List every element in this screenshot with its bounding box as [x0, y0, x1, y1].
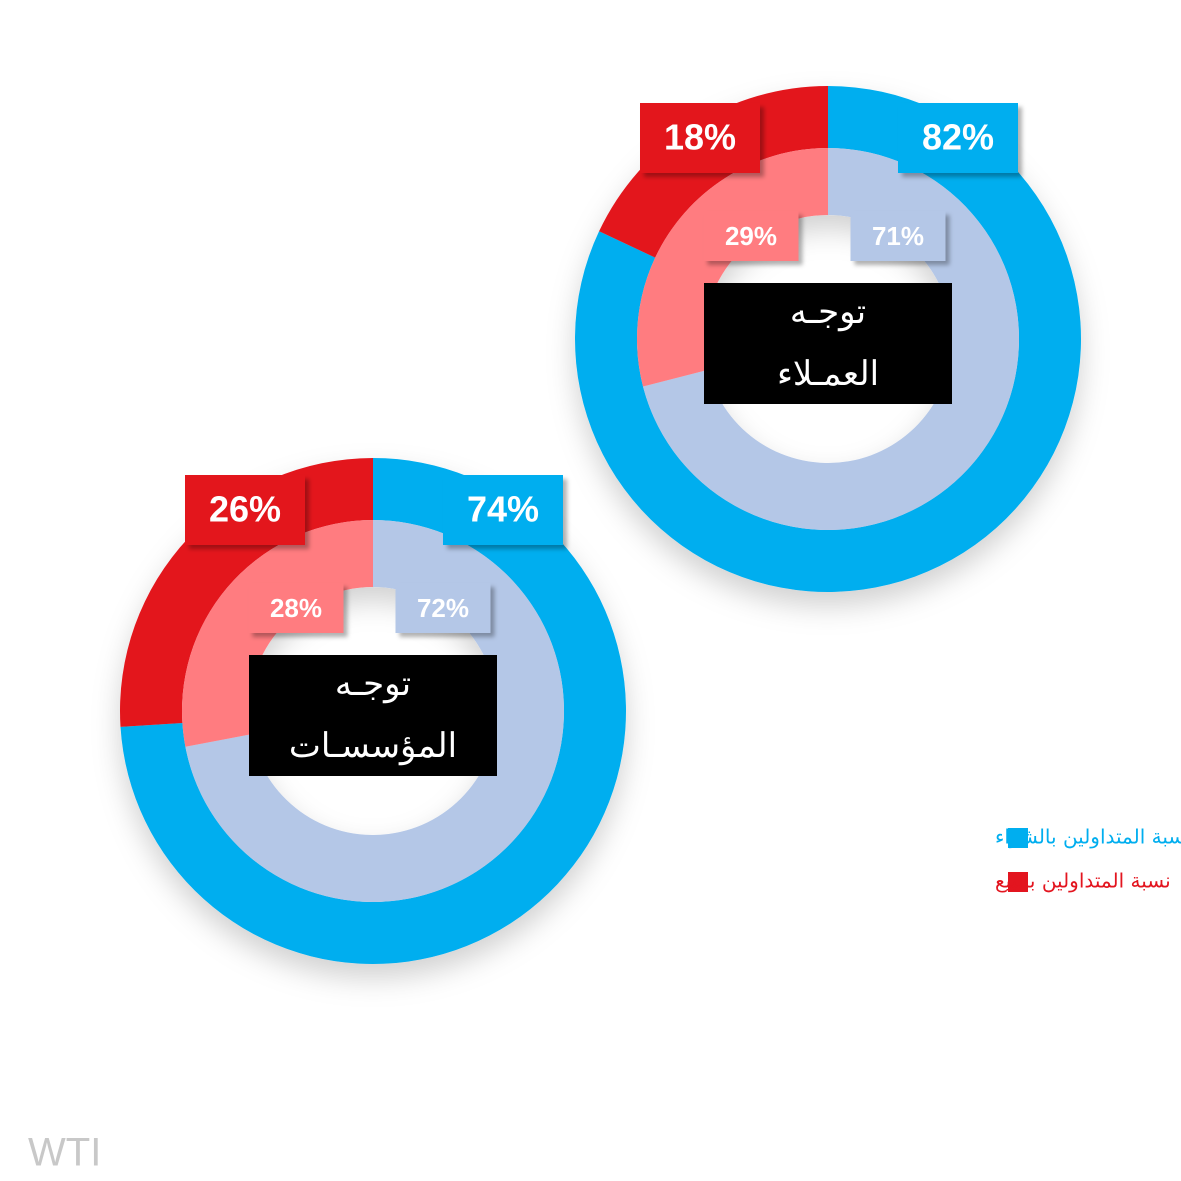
donut-segment	[637, 148, 828, 387]
data-label: 74%	[467, 489, 539, 530]
chart-title: المؤسسـات	[289, 726, 457, 766]
footer: WTI	[28, 1131, 101, 1175]
data-label: 26%	[209, 489, 281, 530]
data-label: 82%	[922, 117, 994, 158]
donut-segment	[181, 520, 373, 747]
legend-swatch	[1008, 828, 1028, 848]
chart-title: توجـه	[335, 664, 411, 704]
label-box	[640, 103, 760, 173]
label-box	[703, 211, 799, 261]
title-box	[704, 283, 952, 404]
label-box	[898, 103, 1018, 173]
label-box	[443, 475, 563, 545]
data-label: 29%	[725, 221, 777, 251]
title-box	[249, 655, 497, 776]
data-label: 72%	[417, 593, 469, 623]
chart-title: توجـه	[790, 292, 866, 332]
label-box	[850, 211, 946, 261]
legend-swatch	[1008, 872, 1028, 892]
data-label: 71%	[872, 221, 924, 251]
label-box	[185, 475, 305, 545]
data-label: 28%	[270, 593, 322, 623]
donut-segment	[119, 458, 373, 727]
legend-label: نسبة المتداولين بالبيع	[995, 869, 1171, 893]
chart-title: العمـلاء	[777, 354, 879, 394]
label-box	[248, 583, 344, 633]
legend-label: نسبة المتداولين بالشراء	[995, 825, 1181, 849]
data-label: 18%	[664, 117, 736, 158]
label-box	[395, 583, 491, 633]
